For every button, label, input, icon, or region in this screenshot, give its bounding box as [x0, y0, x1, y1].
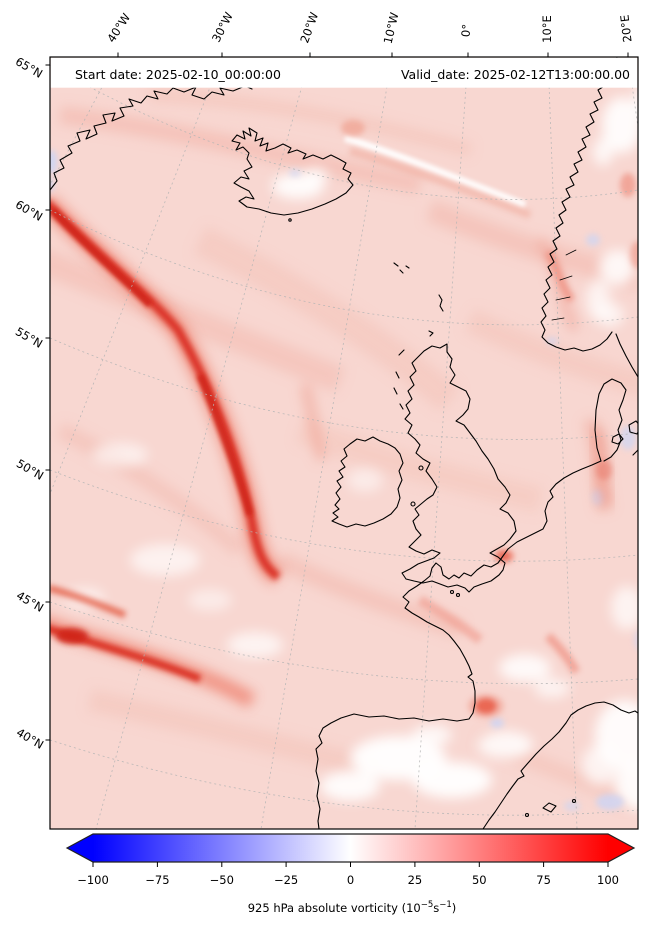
lon-axis-label: 10°E — [540, 15, 554, 43]
coastline-iceland — [231, 127, 354, 216]
colorbar: −100 −75 −50 −25 0 25 50 75 100 925 hPa … — [65, 833, 636, 915]
norway-fjords — [551, 69, 606, 321]
vorticity-field — [50, 57, 638, 829]
colorbar-tick-label: 50 — [472, 873, 487, 887]
coastline-norway — [540, 57, 618, 352]
lat-axis-label: 40°N — [14, 725, 46, 752]
lon-axis-labels: 40°W 30°W 20°W 10°W 0° 10°E 20°E — [104, 10, 635, 45]
island-channel-islands — [449, 589, 461, 598]
coastline-orkney — [428, 330, 434, 337]
lat-axis-label: 60°N — [13, 197, 45, 224]
colorbar-ticks — [92, 862, 609, 867]
colorbar-tick-labels: −100 −75 −50 −25 0 25 50 75 100 — [77, 873, 619, 887]
lon-axis-label: 10°W — [381, 11, 402, 45]
coastline-hebrides — [393, 349, 405, 410]
colorbar-tick-label: −100 — [77, 873, 109, 887]
coastlines — [50, 57, 638, 829]
map-frame — [49, 56, 639, 830]
colorbar-tick-label: 25 — [408, 873, 423, 887]
colorbar-tick-label: −75 — [145, 873, 169, 887]
colorbar-tick-label: −50 — [210, 873, 234, 887]
valid-date-label: Valid_date: 2025-02-12T13:00:00.00 — [401, 67, 630, 82]
colorbar-caption: 925 hPa absolute vorticity (10−5s−1) — [248, 900, 457, 915]
lon-axis-label: 40°W — [104, 11, 133, 45]
coastline-greenland — [50, 85, 253, 191]
island-anglesey — [410, 501, 416, 507]
lat-axis-labels: 65°N 60°N 55°N 50°N 45°N 40°N — [13, 54, 46, 752]
lat-axis-label: 55°N — [13, 324, 45, 351]
colorbar-gradient — [65, 833, 636, 863]
colorbar-tick-label: 100 — [597, 873, 619, 887]
lon-axis-label: 20°W — [297, 10, 321, 45]
coastline-danish-islands — [611, 420, 638, 456]
colorbar-tick-label: 75 — [536, 873, 551, 887]
colorbar-tick-label: 0 — [347, 873, 354, 887]
title-band: Start date: 2025-02-10_00:00:00 Valid_da… — [50, 57, 638, 88]
island-vestmannaeyjar — [288, 218, 292, 222]
lon-axis-label: 30°W — [209, 10, 236, 45]
lat-axis-label: 50°N — [14, 456, 46, 483]
lon-axis-label: 0° — [458, 23, 473, 37]
coastline-faroe-islands — [393, 262, 410, 274]
axis-ticks — [45, 52, 629, 741]
coastline-continental-europe — [315, 460, 602, 829]
coastline-ireland — [331, 436, 404, 528]
coastline-shetland — [438, 294, 444, 312]
coastline-balearic-islands — [524, 798, 577, 818]
coastline-sweden — [615, 333, 638, 378]
lon-axis-label: 20°E — [617, 14, 634, 43]
island-isle-of-man — [418, 465, 424, 471]
lat-axis-label: 45°N — [14, 588, 46, 615]
coastline-mediterranean — [482, 701, 638, 829]
coastline-great-britain — [401, 343, 517, 593]
colorbar-tick-label: −25 — [274, 873, 298, 887]
start-date-label: Start date: 2025-02-10_00:00:00 — [75, 67, 281, 82]
lat-axis-label: 65°N — [13, 54, 45, 81]
coastline-denmark — [594, 378, 627, 462]
